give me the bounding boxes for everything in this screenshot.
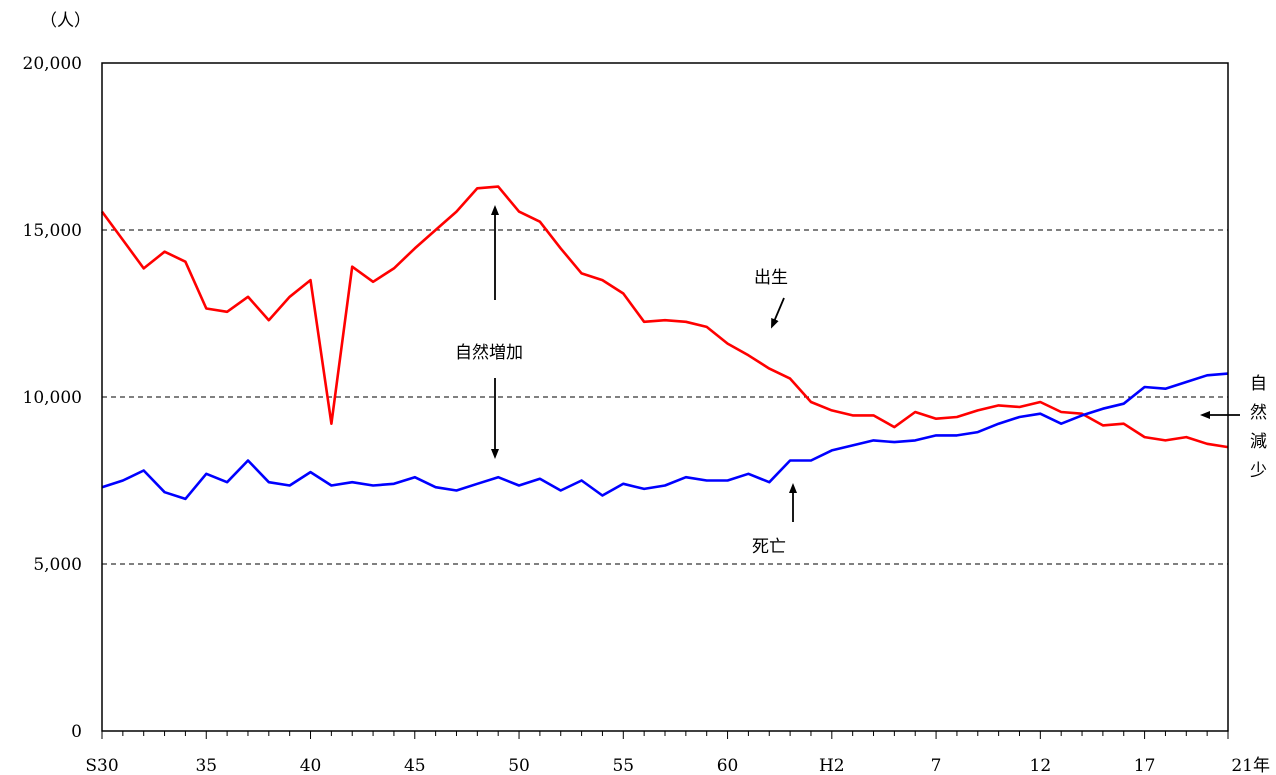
births-label: 出生	[754, 268, 788, 288]
x-tick-label: 50	[508, 756, 530, 775]
natural-increase-label: 自然増加	[455, 343, 523, 363]
x-tick-label: 40	[300, 756, 322, 775]
deaths-label: 死亡	[752, 537, 786, 557]
x-tick-label: H2	[819, 756, 845, 775]
y-tick-label: 5,000	[33, 555, 82, 575]
births-arrow	[771, 297, 785, 329]
x-axis-ticks: S30 35 40 45 50 55 60 H2 7 12 17 21年	[85, 731, 1270, 775]
natural-decrease-char: 少	[1250, 461, 1267, 481]
y-unit-label: （人）	[40, 11, 91, 31]
x-tick-label: 21年	[1231, 756, 1270, 775]
y-tick-label: 20,000	[23, 54, 82, 74]
x-tick-label: 17	[1134, 756, 1156, 775]
plot-frame	[101, 62, 1229, 732]
y-tick-label: 0	[71, 722, 82, 742]
x-tick-label: 7	[931, 756, 942, 775]
series-line-births	[100, 185, 1229, 449]
x-tick-label: 45	[404, 756, 426, 775]
series-line-deaths	[101, 372, 1229, 501]
natural-decrease-char: 減	[1250, 432, 1267, 452]
y-tick-label: 15,000	[23, 221, 82, 241]
y-tick-label: 10,000	[23, 388, 82, 408]
x-tick-label: S30	[85, 756, 118, 775]
x-tick-label: 35	[195, 756, 217, 775]
x-tick-label: 12	[1030, 756, 1052, 775]
y-axis-ticks: 0 5,000 10,000 15,000 20,000	[23, 54, 82, 742]
series-lines	[100, 185, 1229, 501]
natural-decrease-char: 然	[1250, 403, 1267, 423]
natural-decrease-char: 自	[1250, 374, 1267, 394]
x-tick-label: 60	[717, 756, 739, 775]
x-tick-label: 55	[612, 756, 634, 775]
grid-lines	[102, 229, 1228, 565]
